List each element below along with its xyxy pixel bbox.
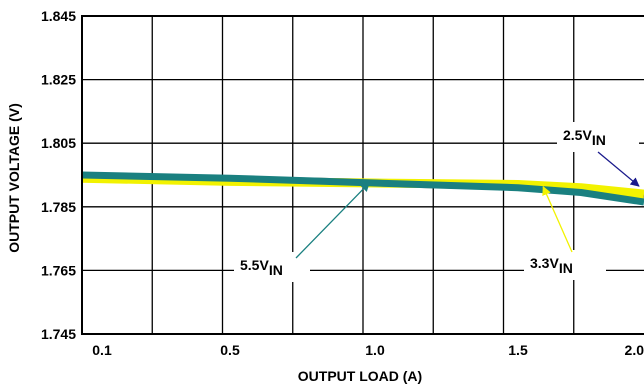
- annotation-label: 5.5VIN: [240, 257, 283, 278]
- x-tick-label: 0.1: [92, 342, 112, 358]
- y-tick-label: 1.845: [41, 8, 76, 24]
- series-line-5-5vin: [81, 171, 644, 206]
- x-axis-title: OUTPUT LOAD (A): [298, 368, 422, 384]
- annotation-label: 2.5VIN: [563, 127, 606, 148]
- y-axis-title: OUTPUT VOLTAGE (V): [6, 103, 22, 253]
- x-tick-label: 0.5: [220, 342, 240, 358]
- annotation-label: 3.3VIN: [530, 255, 573, 276]
- tick-labels: 0.1 0.5 1.0 1.5 2.0 1.745 1.765 1.785 1.805 1.825…: [41, 8, 644, 358]
- y-tick-label: 1.745: [41, 326, 76, 342]
- x-tick-label: 1.0: [365, 342, 385, 358]
- annotation-arrow: [597, 151, 640, 187]
- annotation-arrow: [295, 182, 370, 259]
- y-tick-label: 1.825: [41, 72, 76, 88]
- y-tick-label: 1.785: [41, 199, 76, 215]
- plot-frame: [81, 15, 644, 335]
- y-tick-label: 1.765: [41, 262, 76, 278]
- grid: [82, 16, 644, 334]
- series-lines: [81, 171, 644, 206]
- annotations: 2.5VIN 3.3VIN 5.5VIN: [234, 122, 640, 282]
- x-tick-label: 2.0: [625, 342, 644, 358]
- annotation-box: [557, 122, 639, 152]
- x-tick-label: 1.5: [508, 342, 528, 358]
- annotation-arrow: [542, 185, 573, 253]
- plot-border: [81, 15, 644, 335]
- y-tick-label: 1.805: [41, 135, 76, 151]
- annotation-box: [524, 250, 606, 280]
